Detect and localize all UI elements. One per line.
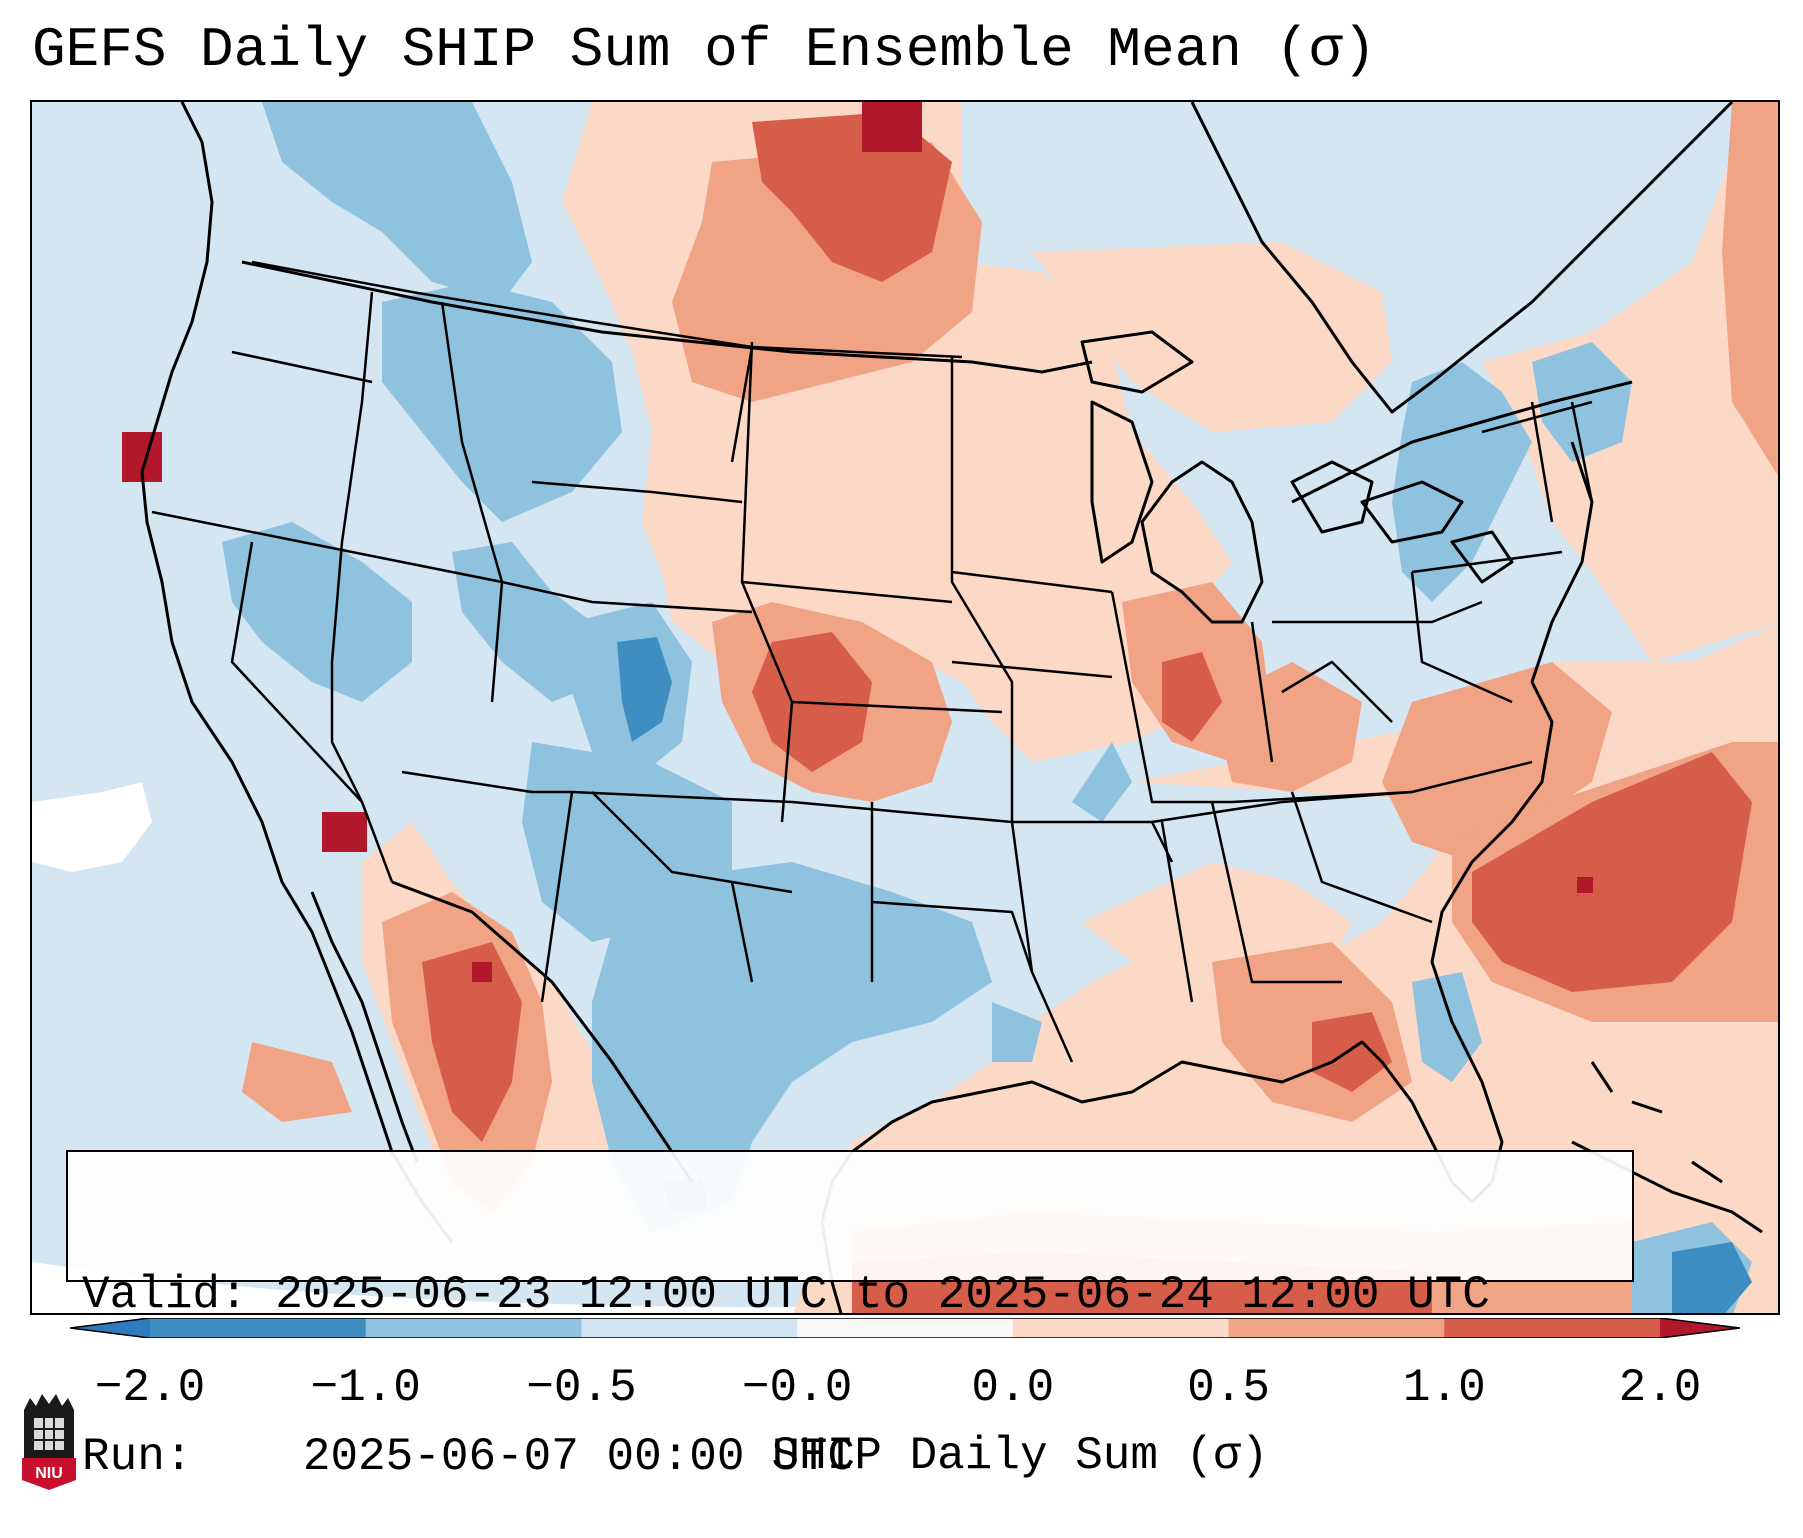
colorbar-segment (1228, 1318, 1445, 1338)
valid-row: Valid: 2025-06-23 12:00 UTC to 2025-06-2… (82, 1268, 1618, 1322)
colorbar-segment (1012, 1318, 1230, 1338)
run-label: Run: (82, 1431, 193, 1483)
tick-label: 0.0 (971, 1362, 1055, 1414)
colorbar-under-arrow (70, 1318, 150, 1338)
colorbar-over-arrow (1660, 1318, 1740, 1338)
international-border (241, 260, 1633, 1183)
map-canvas (32, 102, 1778, 1313)
colorbar-segment (365, 1318, 582, 1338)
valid-value: 2025-06-23 12:00 UTC to 2025-06-24 12:00… (275, 1269, 1490, 1321)
tick-label: 2.0 (1618, 1362, 1702, 1414)
tick-label: −0.5 (526, 1362, 637, 1414)
colorbar-segment (150, 1318, 367, 1338)
positive-field-max (122, 102, 1679, 1313)
colorbar (70, 1318, 1740, 1338)
colorbar-segment (581, 1318, 798, 1338)
colorbar-segments (150, 1318, 1661, 1338)
ship-anomaly-map (30, 100, 1780, 1315)
validity-info-box: Valid: 2025-06-23 12:00 UTC to 2025-06-2… (66, 1150, 1634, 1483)
run-row: Run: 2025-06-07 00:00 UTC (82, 1430, 1618, 1484)
tick-label: 1.0 (1402, 1362, 1486, 1414)
logo-window-grid (34, 1418, 64, 1450)
colorbar-label: SHIP Daily Sum (σ) (771, 1430, 1269, 1482)
valid-label: Valid: (82, 1269, 248, 1321)
colorbar-segment (797, 1318, 1014, 1338)
logo-window (34, 1418, 64, 1450)
logo-shield (22, 1458, 76, 1490)
map-title: GEFS Daily SHIP Sum of Ensemble Mean (σ) (32, 18, 1377, 82)
tick-label: −0.0 (741, 1362, 853, 1414)
tick-label: −1.0 (310, 1362, 421, 1414)
near-zero-patch (32, 782, 152, 872)
run-value: 2025-06-07 00:00 UTC (302, 1431, 855, 1483)
niu-logo: NIU (22, 1394, 76, 1490)
colorbar-segment (1444, 1318, 1661, 1338)
tick-label: −2.0 (94, 1362, 206, 1414)
state-borders (151, 260, 1594, 1063)
logo-text: NIU (35, 1465, 63, 1482)
tick-label: 0.5 (1187, 1362, 1270, 1414)
